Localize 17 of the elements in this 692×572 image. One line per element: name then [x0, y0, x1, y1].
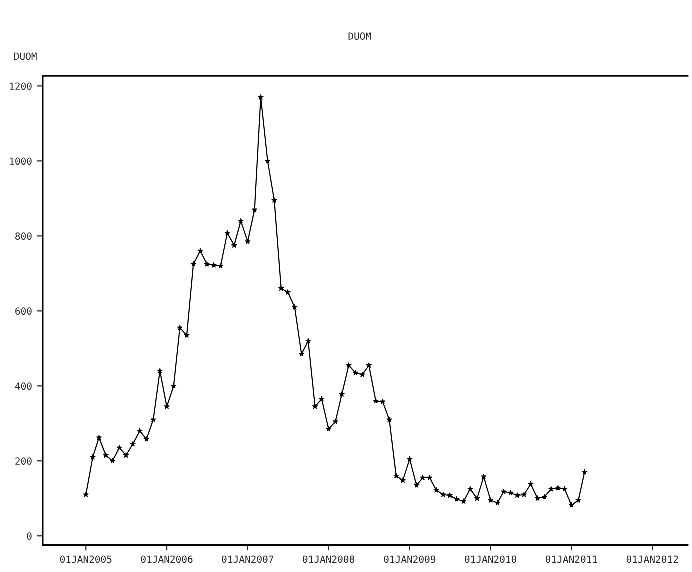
y-tick-label: 200 — [16, 458, 32, 465]
x-tick-label: 01JAN2005 — [60, 556, 112, 564]
x-tick-label: 01JAN2006 — [141, 556, 193, 564]
y-tick-label: 600 — [16, 308, 32, 316]
chart-title: DUOM — [348, 32, 372, 40]
x-tick-label: 01JAN2010 — [465, 556, 517, 564]
y-tick-label: 400 — [15, 382, 32, 390]
y-tick-label: 0 — [27, 532, 32, 540]
x-tick-label: 01JAN2007 — [222, 556, 274, 564]
x-tick-label: 01JAN2012 — [626, 556, 678, 564]
x-tick-label: 01JAN2008 — [303, 556, 355, 564]
y-tick-label: 800 — [16, 232, 32, 240]
x-tick-label: 01JAN2011 — [546, 556, 598, 564]
y-tick-label: 1000 — [10, 158, 32, 166]
y-tick-label: 1200 — [10, 82, 32, 90]
y-axis-title: DUOM — [14, 52, 37, 60]
x-tick-label: 01JAN2009 — [384, 556, 436, 564]
